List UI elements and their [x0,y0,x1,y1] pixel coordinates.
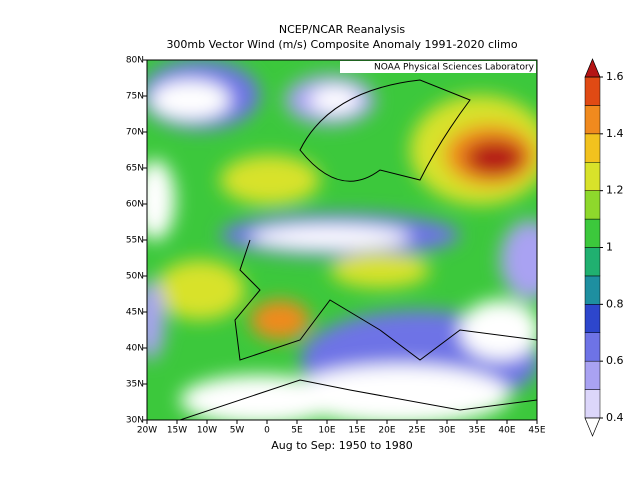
lat-label: 35N [126,380,144,390]
colorbar-band [584,76,601,106]
colorbar-label: 0.6 [606,354,624,367]
lat-label: 60N [126,200,144,210]
lon-label: 40E [498,426,515,436]
colorbar-band [584,133,601,163]
colorbar-label: 1.4 [606,127,624,140]
credit-box [340,61,536,73]
lon-label: 45E [528,426,545,436]
lat-label: 50N [126,272,144,282]
lon-label: 0 [264,426,270,436]
colorbar-band [584,105,601,135]
coastlines [179,79,537,420]
footer: Aug to Sep: 1950 to 1980 [271,439,412,452]
lon-label: 15W [167,426,187,436]
lat-label: 75N [126,92,144,102]
colorbar-over [584,58,601,78]
colorbar-label: 1 [606,241,613,254]
title: NCEP/NCAR Reanalysis [279,23,405,36]
colorbar-band [584,162,601,191]
lon-label: 20E [378,426,395,436]
lat-label: 80N [126,56,144,66]
subtitle: 300mb Vector Wind (m/s) Composite Anomal… [166,38,517,51]
lat-label: 65N [126,164,144,174]
lon-label: 35E [468,426,485,436]
lat-label: 55N [126,236,144,246]
colorbar-band [584,190,601,220]
colorbar-band [584,304,601,334]
lat-label: 30N [126,416,144,426]
lon-label: 10E [318,426,335,436]
colorbar-label: 1.6 [606,70,624,83]
lon-label: 5E [291,426,303,436]
colorbar-band [584,332,601,362]
lon-label: 5W [230,426,245,436]
colorbar-band [584,218,601,248]
colorbar-label: 1.2 [606,184,624,197]
lat-label: 40N [126,344,144,354]
lon-label: 15E [348,426,365,436]
colorbar-band [584,389,601,419]
colorbar-under [584,417,601,437]
lat-label: 45N [126,308,144,318]
credit: NOAA Physical Sciences Laboratory [374,63,535,73]
lon-label: 20W [137,426,157,436]
colorbar-label: 0.4 [606,411,624,424]
lon-label: 25E [408,426,425,436]
colorbar-band [584,360,601,390]
colorbar-band [584,275,601,305]
field [147,60,537,420]
colorbar-band [584,247,601,277]
lon-label: 10W [197,426,217,436]
lon-label: 30E [438,426,455,436]
colorbar-label: 0.8 [606,297,624,310]
lat-label: 70N [126,128,144,138]
